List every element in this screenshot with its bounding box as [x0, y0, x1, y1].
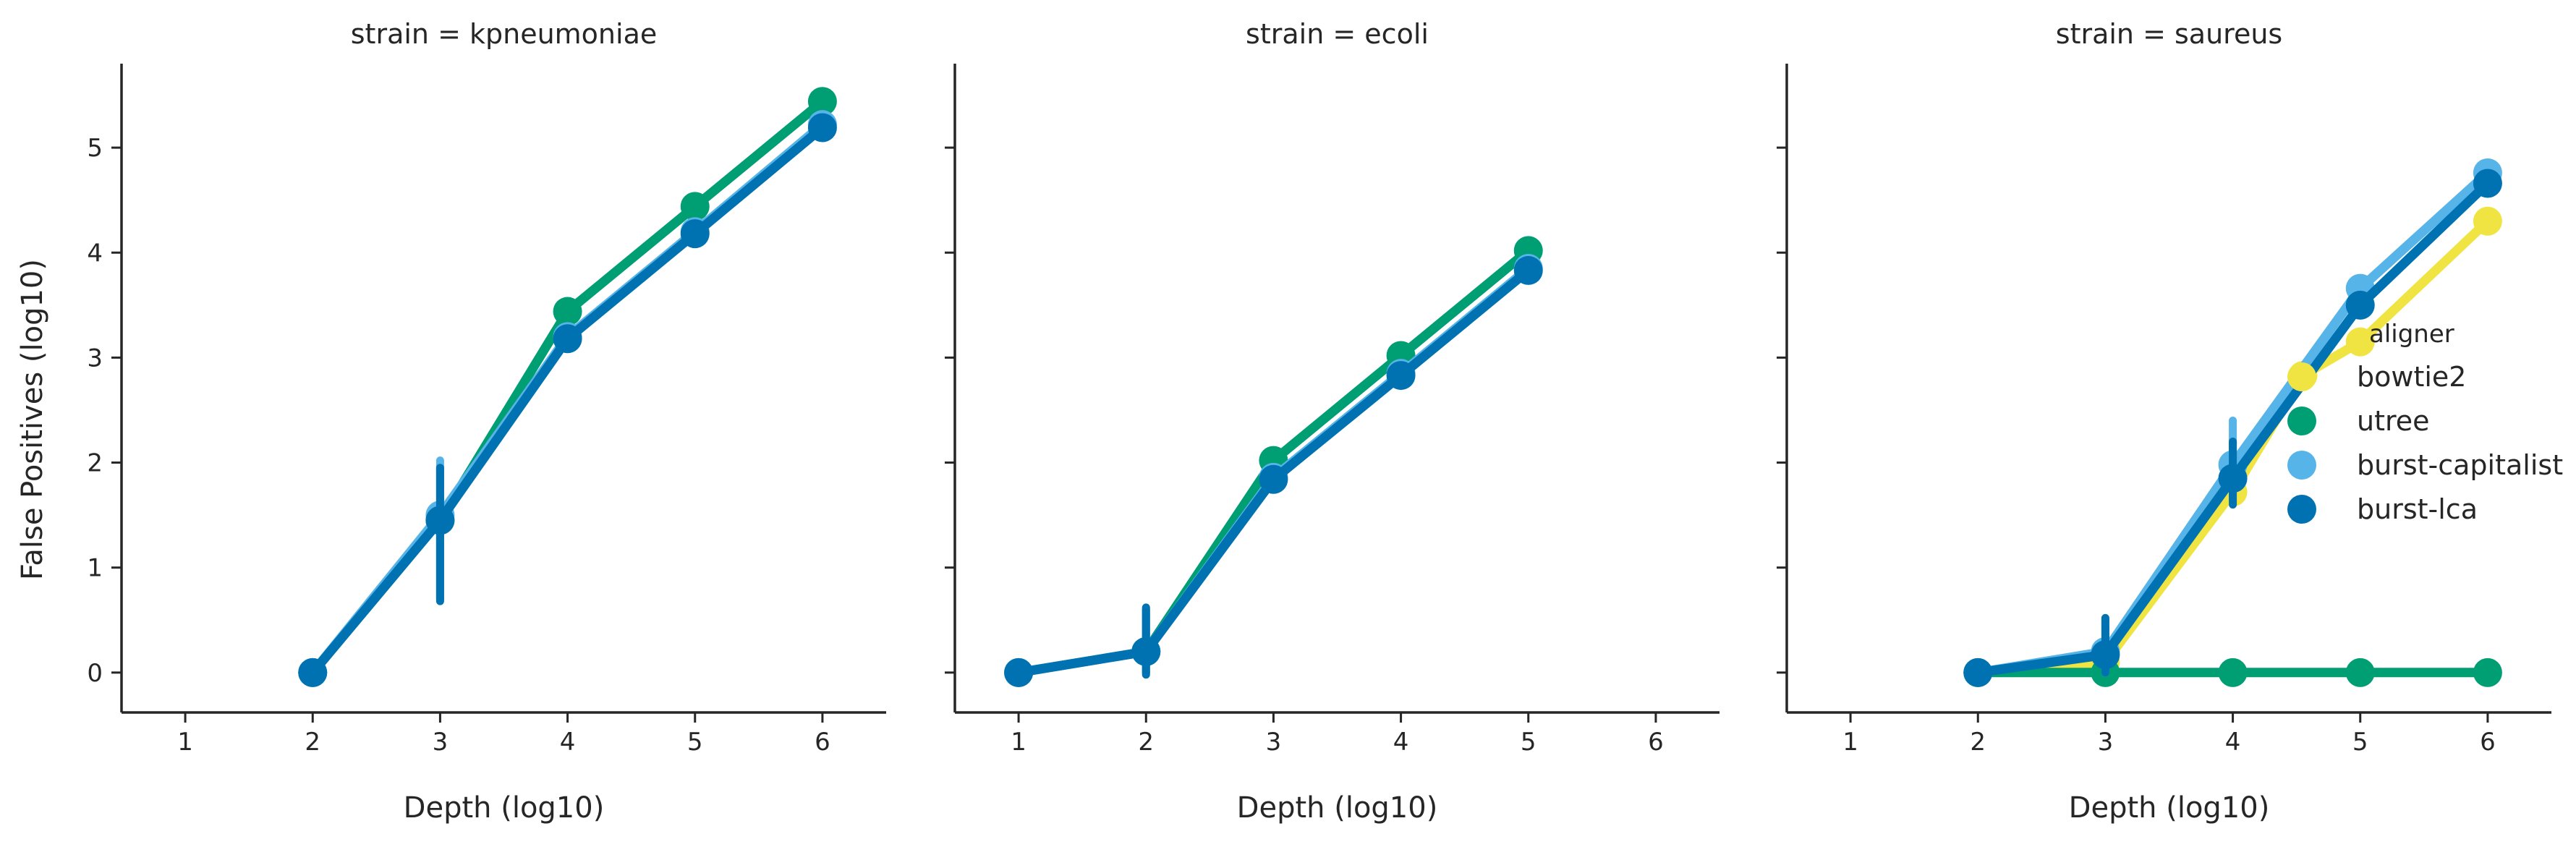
facet-title: strain = saureus [2056, 18, 2282, 50]
series-line [307, 119, 828, 678]
x-tick-label: 1 [1011, 728, 1026, 757]
x-tick-label: 1 [1842, 728, 1858, 757]
x-tick-label: 4 [2225, 728, 2241, 757]
data-point [1513, 255, 1543, 285]
legend-title: aligner [2369, 320, 2454, 349]
y-axis-label: False Positives (log10) [16, 259, 49, 580]
data-point [1386, 361, 1416, 391]
x-tick-label: 4 [1393, 728, 1409, 757]
legend: aligner bowtie2 utree burst-capitalist burst… [2287, 320, 2563, 525]
data-point [2473, 206, 2502, 236]
data-point [2218, 464, 2248, 493]
y-tick-label: 3 [87, 344, 103, 373]
x-tick-label: 6 [2480, 728, 2496, 757]
legend-label: burst-capitalist [2357, 449, 2563, 481]
data-point [2345, 327, 2375, 357]
x-tick-label: 3 [1266, 728, 1282, 757]
y-tick-label: 0 [87, 659, 103, 688]
legend-marker [2287, 407, 2316, 435]
x-tick-label: 1 [177, 728, 193, 757]
series-burst-lca [298, 113, 837, 687]
data-point [2091, 640, 2120, 670]
x-tick-label: 2 [1970, 728, 1986, 757]
data-point [2473, 657, 2502, 687]
series-utree [1004, 236, 1543, 687]
data-point [425, 506, 455, 535]
legend-marker [2287, 451, 2316, 480]
legend-item-burst-capitalist: burst-capitalist [2287, 449, 2563, 481]
x-tick-label: 5 [1521, 728, 1536, 757]
legend-item-utree: utree [2287, 405, 2430, 437]
data-point [680, 192, 710, 221]
data-point [1131, 637, 1161, 666]
y-tick-label: 2 [87, 449, 103, 478]
x-tick-label: 3 [2098, 728, 2114, 757]
series-burst-lca [1963, 169, 2502, 687]
x-axis-label: Depth (log10) [2069, 791, 2270, 825]
data-point [553, 324, 582, 354]
data-point [807, 87, 837, 116]
x-tick-label: 2 [1138, 728, 1154, 757]
facet-panel-1: strain = kpneumoniae 0 1 2 3 4 5 1 2 3 4 5 6 Depth (l… [87, 18, 886, 825]
legend-item-burst-lca: burst-lca [2287, 493, 2478, 525]
series-line [307, 123, 828, 678]
facet-title: strain = kpneumoniae [351, 18, 658, 50]
data-point [2218, 657, 2248, 687]
x-axis-label: Depth (log10) [404, 791, 605, 825]
x-tick-label: 6 [815, 728, 830, 757]
x-tick-label: 3 [433, 728, 449, 757]
x-tick-label: 2 [305, 728, 320, 757]
legend-item-bowtie2: bowtie2 [2287, 361, 2466, 393]
legend-label: bowtie2 [2357, 361, 2466, 393]
facet-panel-3: strain = saureus 1 2 3 4 5 6 Depth (log10) [1777, 18, 2551, 825]
legend-marker [2287, 495, 2316, 524]
data-point [1259, 464, 1288, 494]
data-point [2473, 169, 2502, 198]
legend-label: burst-lca [2357, 493, 2478, 525]
data-point [2345, 657, 2375, 687]
series-burst-lca [1004, 255, 1543, 687]
data-point [298, 657, 328, 687]
x-tick-label: 4 [560, 728, 576, 757]
data-point [1963, 657, 1993, 687]
x-tick-label: 6 [1648, 728, 1664, 757]
data-point [2345, 290, 2375, 320]
x-tick-label: 5 [687, 728, 703, 757]
data-point [553, 297, 582, 326]
x-tick-label: 5 [2352, 728, 2368, 757]
y-tick-label: 5 [87, 134, 103, 163]
y-tick-label: 4 [87, 239, 103, 268]
data-point [1004, 657, 1034, 687]
data-point [807, 113, 837, 142]
legend-marker [2287, 362, 2316, 391]
legend-label: utree [2357, 405, 2430, 437]
facet-panel-2: strain = ecoli 1 2 3 4 5 6 Depth (log10) [945, 18, 1720, 825]
facet-title: strain = ecoli [1246, 18, 1429, 50]
x-axis-label: Depth (log10) [1237, 791, 1438, 825]
data-point [680, 219, 710, 249]
y-tick-label: 1 [87, 554, 103, 583]
